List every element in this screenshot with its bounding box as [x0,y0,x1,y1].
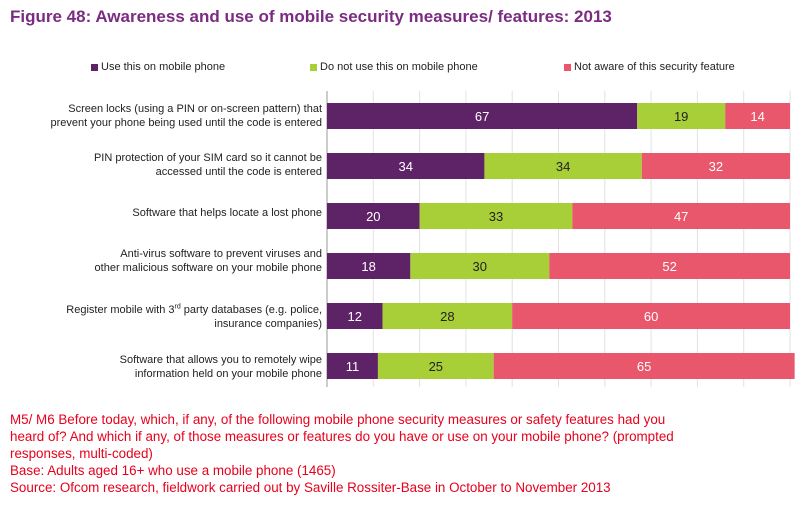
data-label: 33 [489,209,503,224]
bar-segment [493,353,795,379]
bar-segment [419,203,573,229]
footnote-base: Base: Adults aged 16+ who use a mobile p… [10,463,336,478]
data-label: 14 [750,109,764,124]
data-label: 12 [348,309,362,324]
legend-swatch-use [91,63,98,71]
data-label: 25 [429,359,443,374]
bar-segment [549,253,790,279]
bar-segment [327,203,420,229]
data-label: 32 [709,159,723,174]
legend-item-use: Use this on mobile phone [91,61,225,73]
row-label-text: party databases (e.g. police, [180,304,322,316]
bar-segment [410,253,550,279]
row-label-line: information held on your mobile phone [134,368,322,380]
bar-segment [512,303,790,329]
bar-segment [725,103,790,129]
legend-label-not-aware: Not aware of this security feature [574,61,735,73]
row-label-line: PIN protection of your SIM card so it ca… [93,152,322,164]
bar-segment [327,353,378,379]
data-label: 28 [440,309,454,324]
row-label-line: Screen locks (using a PIN or on-screen p… [68,103,322,115]
footnote-question-end: responses, multi-coded) [10,446,153,461]
legend-label-use: Use this on mobile phone [101,61,226,73]
bar-segment [572,203,790,229]
bar-segment [641,153,790,179]
row-label-line: accessed until the code is entered [155,166,322,178]
row-label-locate-phone: Software that helps locate a lost phone [22,206,322,220]
bar-segment [327,253,411,279]
legend: Use this on mobile phone Do not use this… [0,61,811,75]
bar-segment [327,303,383,329]
footnote-source: Source: Ofcom research, fieldwork carrie… [10,480,611,495]
legend-item-not-use: Do not use this on mobile phone [310,61,478,73]
data-label: 34 [556,159,570,174]
data-label: 18 [361,259,375,274]
row-label-anti-virus: Anti-virus software to prevent viruses a… [22,247,322,275]
data-label: 67 [475,109,489,124]
row-label-sim-pin: PIN protection of your SIM card so it ca… [22,151,322,179]
bar-segment [327,103,638,129]
footnote-question: M5/ M6 Before today, which, if any, of t… [10,412,666,427]
bar-segment [382,303,513,329]
data-label: 11 [346,359,360,374]
bar-segment [327,153,485,179]
data-label: 19 [674,109,688,124]
data-label: 30 [473,259,487,274]
bar-segment [637,103,726,129]
row-label-line: Software that allows you to remotely wip… [119,354,322,366]
data-label: 34 [398,159,412,174]
stacked-bar-chart: 67 19 14 34 34 32 20 33 47 18 30 52 12 28 60 11 25 65 [326,91,795,387]
row-label-text: Register mobile with 3 [66,304,175,316]
bar-segment [377,353,494,379]
row-label-line: other malicious software on your mobile … [94,262,322,274]
footnote: M5/ M6 Before today, which, if any, of t… [10,411,800,496]
chart-title: Figure 48: Awareness and use of mobile s… [10,7,612,26]
legend-swatch-not-aware [564,63,571,71]
data-label: 47 [674,209,688,224]
data-label: 52 [662,259,676,274]
row-label-line: insurance companies) [214,318,322,330]
footnote-question-cont: heard of? And which if any, of those mea… [10,429,674,444]
row-label-line: Anti-virus software to prevent viruses a… [120,248,322,260]
bar-segment [484,153,642,179]
row-label-superscript: rd [174,303,181,311]
legend-label-not-use: Do not use this on mobile phone [320,61,478,73]
row-label-line: Software that helps locate a lost phone [132,207,322,219]
row-label-line: prevent your phone being used until the … [50,117,322,129]
row-label-screen-locks: Screen locks (using a PIN or on-screen p… [22,102,322,130]
data-label: 65 [637,359,651,374]
legend-item-not-aware: Not aware of this security feature [564,61,735,73]
row-label-register-databases: Register mobile with 3rd party databases… [22,303,322,331]
row-label-remote-wipe: Software that allows you to remotely wip… [22,353,322,381]
data-label: 60 [644,309,658,324]
legend-swatch-not-use [310,63,317,71]
data-label: 20 [366,209,380,224]
row-label-line: Register mobile with 3rd party databases… [22,303,322,317]
